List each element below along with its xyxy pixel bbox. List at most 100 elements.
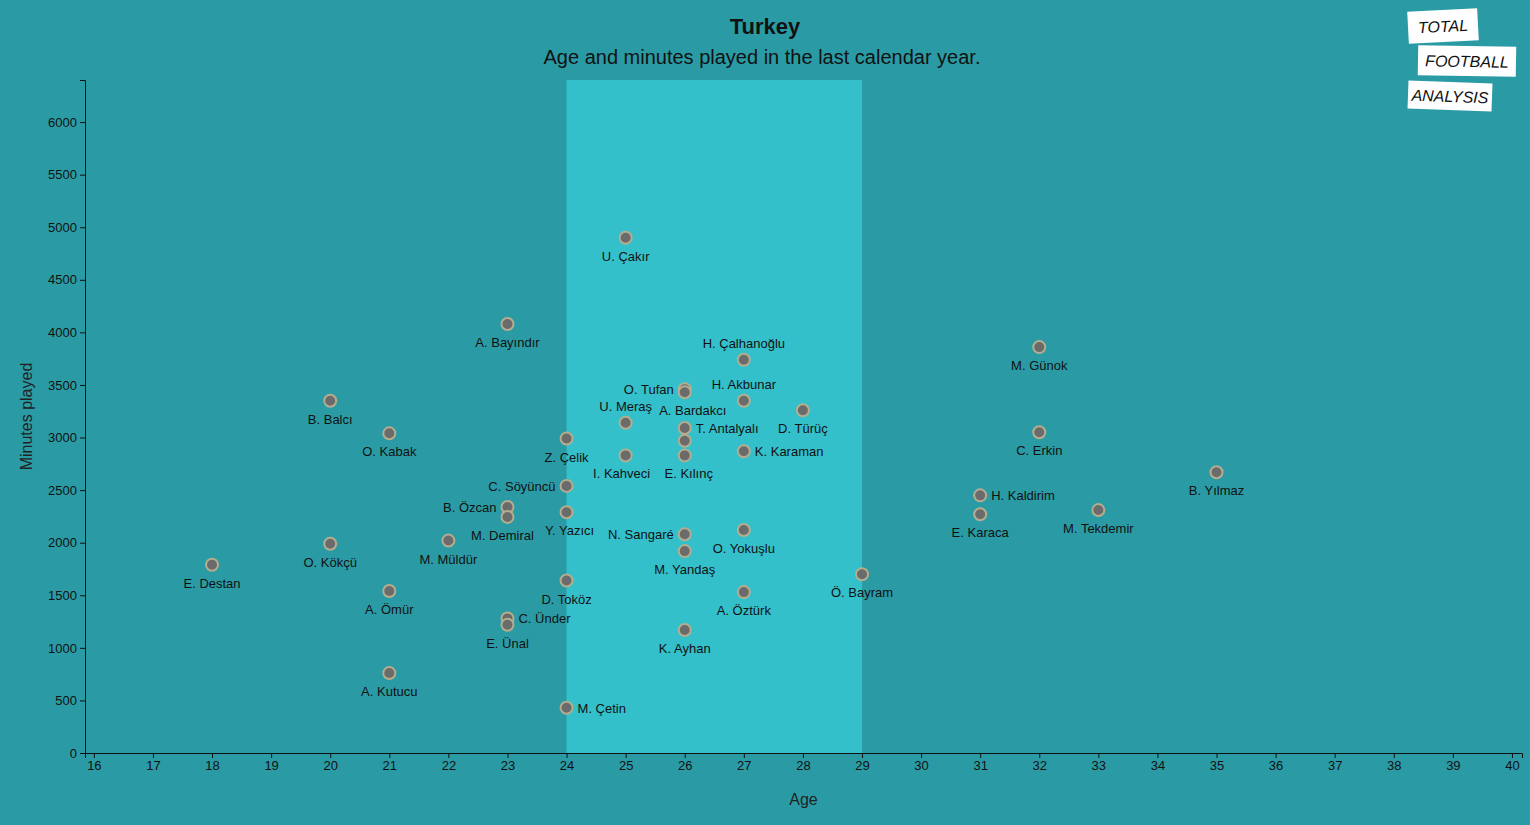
y-axis-title: Minutes played [18,363,35,471]
point-label: O. Yokuşlu [713,541,775,556]
x-tick: 30 [914,753,928,773]
background [0,0,1530,825]
x-tick: 27 [737,753,751,773]
point [620,449,632,461]
y-tick-mark [80,595,85,596]
point [679,435,691,447]
point [442,535,454,547]
plot-area [206,80,1222,753]
point [679,422,691,434]
point-label: A. Ömür [365,602,414,617]
point [561,480,573,492]
y-axis-line [80,81,86,754]
point-label: B. Özcan [443,500,496,515]
x-tick: 39 [1446,753,1460,773]
y-tick: 0 [70,746,85,761]
point-label: C. Erkin [1016,443,1062,458]
y-tick-mark [80,122,85,123]
y-tick-mark [80,700,85,701]
y-tick-label: 5000 [48,220,77,235]
point [1211,466,1223,478]
point-label: E. Destan [183,576,240,591]
point-label: O. Tufan [624,382,674,397]
x-tick: 26 [678,753,692,773]
point [738,395,750,407]
point-label: E. Karaca [952,525,1010,540]
y-tick-mark [80,753,85,754]
chart: E. DestanO. KökçüB. BalcıO. KabakA. Ömür… [0,0,1530,825]
point-label: E. Kılınç [665,466,714,481]
point [620,232,632,244]
point [1033,426,1045,438]
x-tick: 18 [205,753,219,773]
x-tick-label: 36 [1269,758,1283,773]
y-tick: 2500 [48,483,85,498]
y-tick: 4500 [48,272,85,287]
x-tick: 38 [1387,753,1401,773]
y-tick-mark [80,332,85,333]
point-label: M. Tekdemir [1063,521,1134,536]
point-label: Z. Çelik [545,450,590,465]
x-tick: 36 [1269,753,1283,773]
x-axis: 1617181920212223242526272829303132333435… [86,753,1523,773]
point-label: O. Kabak [362,444,417,459]
y-tick-label: 4500 [48,272,77,287]
y-tick-label: 3500 [48,378,77,393]
y-tick: 6000 [48,115,85,130]
point [501,511,513,523]
x-tick: 25 [619,753,633,773]
point [324,395,336,407]
point [738,524,750,536]
point-label: U. Meraş [599,399,652,414]
point-label: D. Toköz [541,592,591,607]
x-tick-label: 40 [1505,758,1519,773]
x-tick-label: 18 [205,758,219,773]
point-label: C. Ünder [518,611,571,626]
x-tick: 20 [323,753,337,773]
point [1092,504,1104,516]
y-tick-label: 1000 [48,641,77,656]
x-tick-label: 27 [737,758,751,773]
y-tick-label: 500 [55,693,77,708]
point [797,404,809,416]
point [383,427,395,439]
y-tick: 3000 [48,430,85,445]
point-label: H. Akbunar [712,377,777,392]
point [856,568,868,580]
x-tick-label: 39 [1446,758,1460,773]
point [561,575,573,587]
point-label: M. Demiral [471,528,534,543]
y-tick-label: 2500 [48,483,77,498]
y-tick-label: 3000 [48,430,77,445]
logo-word: FOOTBALL [1418,45,1517,77]
x-tick: 37 [1328,753,1342,773]
x-tick-label: 37 [1328,758,1342,773]
logo-text: FOOTBALL [1425,52,1509,70]
logo-text: TOTAL [1418,17,1469,37]
x-tick: 29 [855,753,869,773]
point [679,386,691,398]
x-tick: 32 [1033,753,1047,773]
point-label: B. Yılmaz [1189,483,1244,498]
point-label: H. Kaldirim [991,488,1055,503]
y-tick-mark [80,438,85,439]
point [974,508,986,520]
y-tick-label: 0 [70,746,77,761]
y-tick-mark [80,280,85,281]
x-tick-label: 35 [1210,758,1224,773]
x-tick-label: 22 [442,758,456,773]
y-tick: 3500 [48,378,85,393]
point [383,585,395,597]
point [738,586,750,598]
x-tick: 33 [1092,753,1106,773]
point-label: A. Kutucu [361,684,417,699]
point [561,702,573,714]
point [974,489,986,501]
x-tick-label: 17 [146,758,160,773]
x-tick-label: 32 [1033,758,1047,773]
point-label: H. Çalhanoğlu [703,336,785,351]
logo-text: ANALYSIS [1410,87,1489,107]
x-tick-label: 29 [855,758,869,773]
point-label: E. Ünal [486,636,529,651]
logo-word: ANALYSIS [1408,81,1493,112]
